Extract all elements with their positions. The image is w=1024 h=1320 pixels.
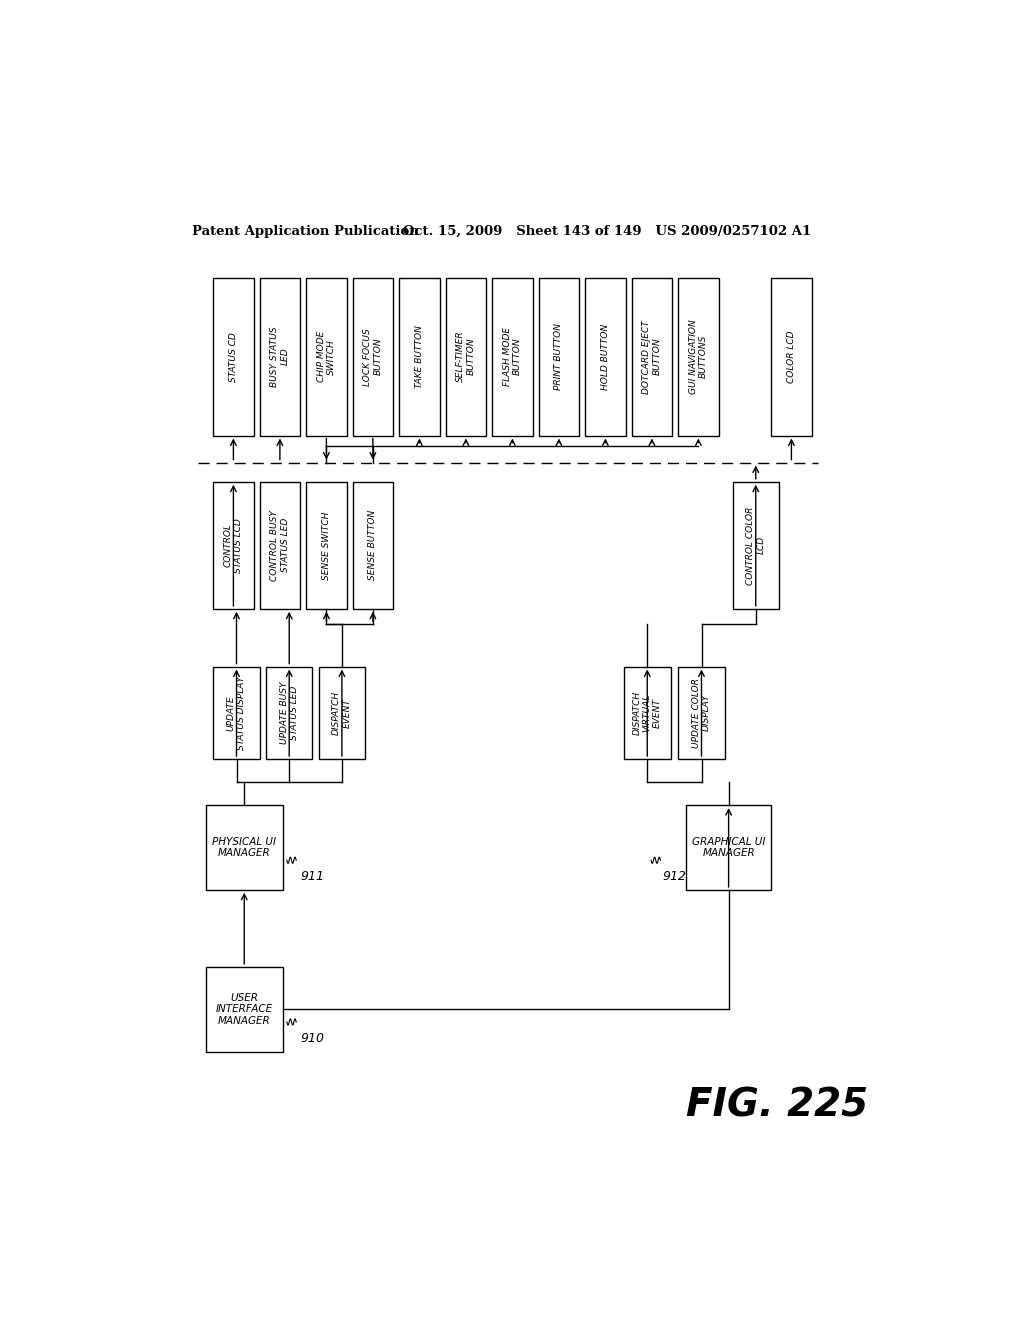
Bar bbox=[624, 667, 671, 759]
Text: BUSY STATUS
LED: BUSY STATUS LED bbox=[270, 326, 290, 387]
Bar bbox=[266, 667, 312, 759]
Text: Patent Application Publication: Patent Application Publication bbox=[191, 224, 418, 238]
Bar bbox=[306, 277, 346, 436]
Text: CONTROL COLOR
LCD: CONTROL COLOR LCD bbox=[746, 506, 766, 585]
Bar bbox=[678, 277, 719, 436]
Text: CONTROL
STATUS LCD: CONTROL STATUS LCD bbox=[223, 517, 243, 573]
Text: 911: 911 bbox=[300, 870, 324, 883]
Bar bbox=[260, 277, 300, 436]
Text: CHIP MODE
SWITCH: CHIP MODE SWITCH bbox=[316, 331, 336, 383]
Text: SENSE SWITCH: SENSE SWITCH bbox=[322, 511, 331, 579]
Text: PRINT BUTTON: PRINT BUTTON bbox=[554, 323, 563, 391]
Bar bbox=[539, 277, 579, 436]
Text: DISPATCH
EVENT: DISPATCH EVENT bbox=[332, 690, 351, 735]
Text: TAKE BUTTON: TAKE BUTTON bbox=[415, 325, 424, 388]
Bar bbox=[352, 482, 393, 609]
Text: GRAPHICAL UI
MANAGER: GRAPHICAL UI MANAGER bbox=[692, 837, 765, 858]
Text: COLOR LCD: COLOR LCD bbox=[786, 330, 796, 383]
Bar bbox=[445, 277, 486, 436]
Text: HOLD BUTTON: HOLD BUTTON bbox=[601, 323, 610, 389]
Bar bbox=[318, 667, 366, 759]
Bar bbox=[306, 482, 346, 609]
Text: USER
INTERFACE
MANAGER: USER INTERFACE MANAGER bbox=[216, 993, 272, 1026]
Text: 912: 912 bbox=[663, 870, 687, 883]
Text: GUI NAVIGATION
BUTTONS: GUI NAVIGATION BUTTONS bbox=[689, 319, 709, 395]
Text: UPDATE
STATUS DISPLAY: UPDATE STATUS DISPLAY bbox=[226, 676, 246, 750]
Bar bbox=[771, 277, 812, 436]
Bar bbox=[206, 966, 283, 1052]
Text: UPDATE BUSY
STATUS LED: UPDATE BUSY STATUS LED bbox=[280, 681, 299, 744]
Text: LOCK FOCUS
BUTTON: LOCK FOCUS BUTTON bbox=[364, 327, 383, 385]
Bar bbox=[678, 667, 725, 759]
Text: DISPATCH
VIRTUAL
EVENT: DISPATCH VIRTUAL EVENT bbox=[633, 690, 663, 735]
Bar bbox=[686, 805, 771, 890]
Bar bbox=[213, 277, 254, 436]
Text: PHYSICAL UI
MANAGER: PHYSICAL UI MANAGER bbox=[212, 837, 276, 858]
Text: DOTCARD EJECT
BUTTON: DOTCARD EJECT BUTTON bbox=[642, 319, 662, 393]
Text: SENSE BUTTON: SENSE BUTTON bbox=[369, 511, 378, 581]
Bar bbox=[260, 482, 300, 609]
Bar bbox=[732, 482, 779, 609]
Bar bbox=[493, 277, 532, 436]
Text: FLASH MODE
BUTTON: FLASH MODE BUTTON bbox=[503, 327, 522, 387]
Bar bbox=[206, 805, 283, 890]
Bar bbox=[213, 482, 254, 609]
Bar bbox=[352, 277, 393, 436]
Text: Oct. 15, 2009   Sheet 143 of 149   US 2009/0257102 A1: Oct. 15, 2009 Sheet 143 of 149 US 2009/0… bbox=[403, 224, 811, 238]
Bar bbox=[632, 277, 672, 436]
Bar bbox=[213, 667, 260, 759]
Text: UPDATE COLOR
DISPLAY: UPDATE COLOR DISPLAY bbox=[692, 677, 712, 748]
Bar bbox=[586, 277, 626, 436]
Text: STATUS CD: STATUS CD bbox=[229, 331, 238, 381]
Text: 910: 910 bbox=[300, 1032, 324, 1044]
Text: FIG. 225: FIG. 225 bbox=[686, 1086, 868, 1125]
Text: SELF-TIMER
BUTTON: SELF-TIMER BUTTON bbox=[457, 331, 475, 383]
Bar bbox=[399, 277, 439, 436]
Text: CONTROL BUSY
STATUS LED: CONTROL BUSY STATUS LED bbox=[270, 510, 290, 581]
